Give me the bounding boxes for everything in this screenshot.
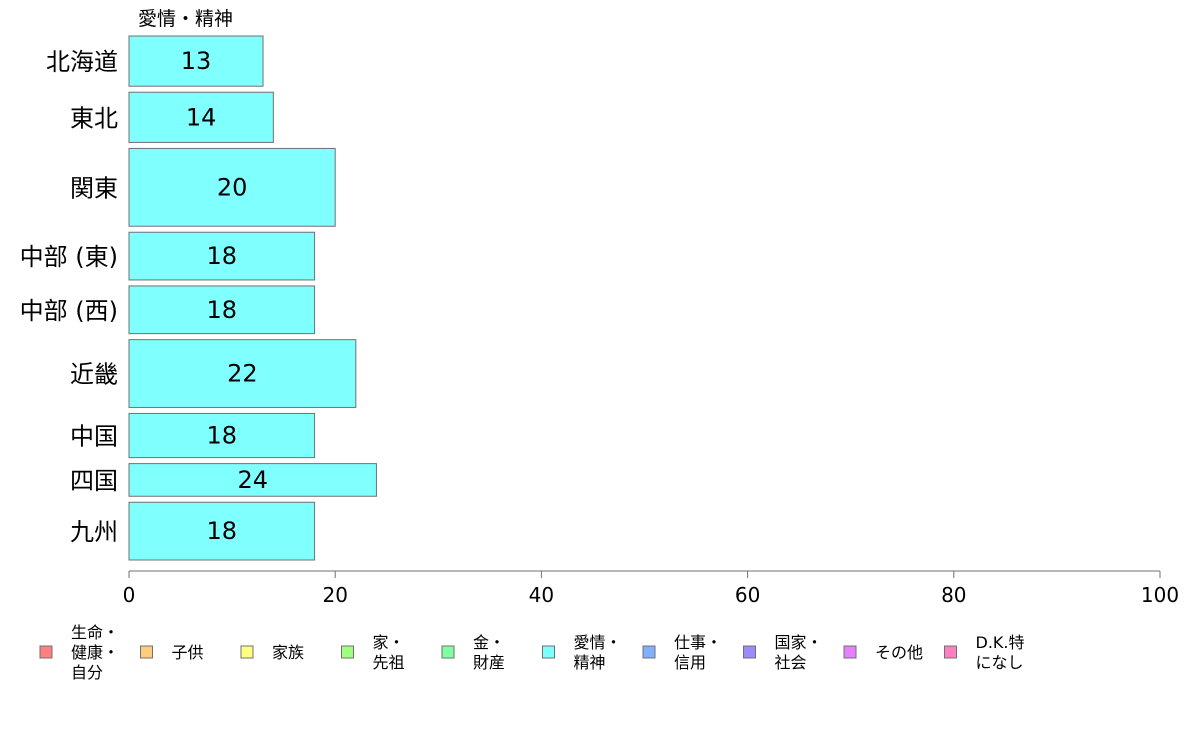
- x-axis: 0 20 40 60 80 100: [123, 570, 1179, 607]
- legend-label: 子供: [172, 643, 204, 662]
- x-tick-label: 60: [735, 583, 760, 607]
- bar: [128, 231, 316, 281]
- category-label: 北海道: [46, 48, 118, 76]
- category-label: 九州: [70, 518, 118, 546]
- legend-label: 家・: [373, 633, 405, 652]
- legend: 生命・健康・自分 子供 家族 家・先祖 金・財産 愛情・精神 仕事・信用 国家・社会 その他 D.…: [39, 623, 1025, 682]
- legend-label: になし: [976, 653, 1024, 672]
- bar: [128, 285, 316, 335]
- series-title: 愛情・精神: [138, 8, 233, 30]
- bar: [128, 339, 357, 408]
- bars-group: 13 14 20 18 18 22 18 24 18: [128, 35, 377, 561]
- legend-swatch: [743, 645, 756, 659]
- bar-value-label: 18: [207, 242, 238, 270]
- legend-swatch: [39, 645, 53, 659]
- legend-swatch: [341, 645, 354, 659]
- bar: [128, 91, 274, 143]
- bar: [128, 463, 377, 497]
- bar: [128, 412, 316, 459]
- legend-label: 愛情・: [574, 633, 622, 652]
- legend-label: 健康・: [71, 643, 119, 662]
- legend-label: 先祖: [373, 653, 405, 672]
- category-label: 関東: [70, 174, 118, 202]
- legend-label: 国家・: [775, 633, 823, 652]
- legend-swatch: [140, 645, 153, 659]
- legend-label: 精神: [574, 653, 606, 672]
- x-tick-label: 40: [529, 583, 554, 607]
- legend-label: 生命・: [71, 623, 119, 642]
- x-tick-label: 20: [322, 583, 347, 607]
- legend-label: 社会: [775, 653, 807, 672]
- bar-value-label: 13: [181, 47, 212, 75]
- bar-value-label: 18: [207, 296, 238, 324]
- legend-label: D.K.特: [976, 633, 1025, 652]
- bar-value-label: 22: [227, 360, 258, 388]
- legend-label: 仕事・: [674, 633, 722, 652]
- x-tick-label: 80: [941, 583, 966, 607]
- legend-swatch: [944, 645, 957, 659]
- legend-swatch: [642, 645, 656, 659]
- bar-value-label: 18: [207, 517, 238, 545]
- x-tick-label: 0: [123, 583, 136, 607]
- bar: [128, 501, 316, 561]
- x-tick-label: 100: [1141, 583, 1179, 607]
- category-label: 近畿: [70, 361, 118, 389]
- bar: [128, 35, 264, 87]
- legend-swatch: [542, 645, 555, 659]
- category-label: 中部 (西): [20, 297, 118, 325]
- legend-swatch: [240, 645, 254, 659]
- bar-value-label: 14: [186, 103, 217, 131]
- legend-label: 財産: [473, 653, 505, 672]
- legend-label: 家族: [272, 643, 304, 662]
- bar-value-label: 20: [217, 173, 248, 201]
- legend-label: 信用: [674, 653, 706, 672]
- category-label: 中国: [70, 423, 118, 451]
- legend-label: 金・: [473, 633, 505, 652]
- legend-label: 自分: [71, 663, 103, 682]
- category-label: 東北: [70, 104, 118, 132]
- legend-swatch: [843, 645, 857, 659]
- category-label: 中部 (東): [20, 243, 118, 271]
- bar-value-label: 18: [207, 422, 238, 450]
- legend-label: その他: [875, 643, 923, 662]
- legend-swatch: [441, 645, 455, 659]
- category-label: 四国: [70, 467, 118, 495]
- bar: [128, 147, 336, 227]
- bar-value-label: 24: [237, 466, 268, 494]
